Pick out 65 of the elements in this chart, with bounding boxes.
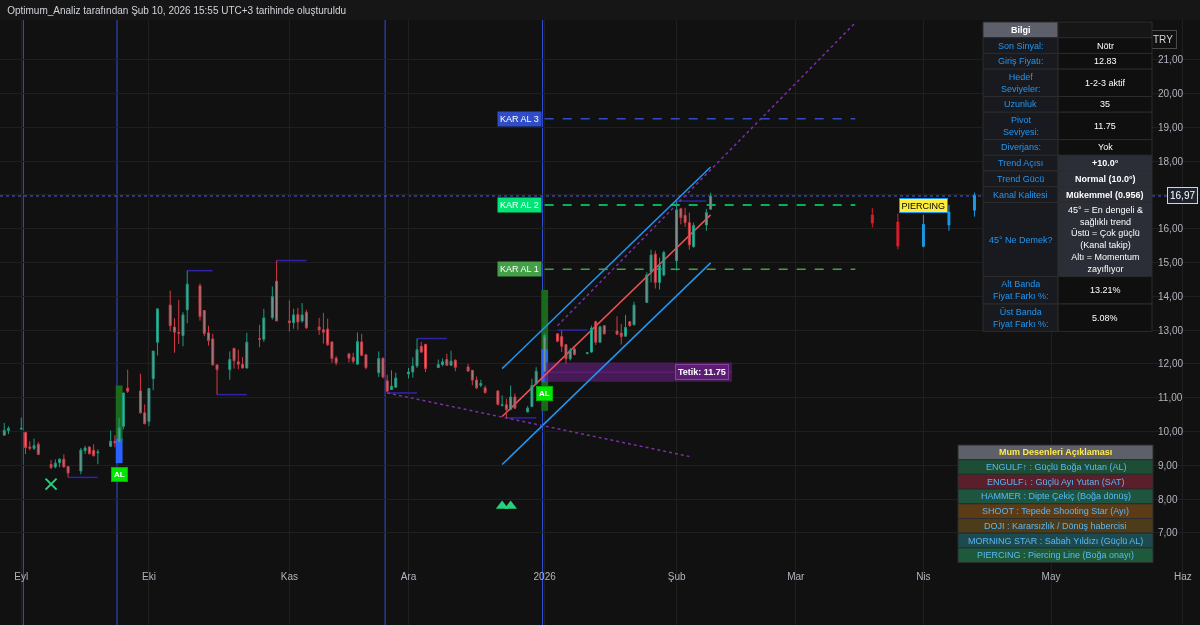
annotation: HAMMER : Dipte Çekiç (Boğa dönüş) (981, 491, 1132, 501)
annotation: ENGULF↑ : Güçlü Boğa Yutan (AL) (986, 462, 1127, 472)
x-tick-label: May (1041, 571, 1061, 582)
y-tick-label: 18,00 (1158, 155, 1184, 167)
y-tick-label: 15,00 (1158, 257, 1184, 269)
x-tick-label: Nis (916, 571, 931, 582)
y-tick-label: 13,00 (1158, 324, 1184, 336)
y-tick-label: 7,00 (1158, 527, 1178, 539)
annotation: Kanal Kalitesi (993, 190, 1048, 200)
annotation: Pivot Seviyesi: (1003, 115, 1040, 137)
x-tick-label: Haz (1174, 571, 1192, 582)
annotation: 11.75 (1094, 121, 1116, 131)
annotation: Giriş Fiyatı: (998, 56, 1044, 66)
annotation: MORNING STAR : Sabah Yıldızı (Güçlü AL) (968, 536, 1144, 546)
annotation: Normal (10.0°) (1075, 174, 1136, 184)
ref-line-label: 16,97 (1170, 190, 1196, 201)
annotation: 5.08% (1092, 313, 1118, 323)
y-tick-label: 12,00 (1158, 358, 1184, 370)
annotation: Trend Açısı (998, 158, 1044, 168)
x-tick-label: Ara (400, 571, 417, 582)
annotation: Diverjans: (1001, 142, 1042, 152)
annotation: Uzunluk (1004, 99, 1038, 109)
y-tick-label: 16,00 (1158, 223, 1184, 235)
annotation: Alt Banda Fiyat Farkı %: (993, 279, 1049, 301)
x-tick-label: Eki (141, 571, 156, 582)
annotation: ENGULF↓ : Güçlü Ayı Yutan (SAT) (987, 477, 1125, 487)
annotation: Mükemmel (0.956) (1066, 190, 1144, 200)
annotation: 35 (1100, 99, 1111, 109)
series-label: Tetik: 11.75 (678, 367, 726, 377)
annotation: 12.83 (1094, 56, 1117, 66)
annotation: DOJI : Kararsızlık / Dönüş habercisi (984, 521, 1127, 531)
x-tick-label: Şub (667, 571, 686, 582)
annotation: SHOOT : Tepede Shooting Star (Ayı) (982, 506, 1130, 516)
annotation: AL (539, 389, 550, 398)
annotation: +10.0° (1092, 158, 1119, 168)
annotation: Üst Banda Fiyat Farkı %: (993, 307, 1049, 329)
x-tick-label: Kas (280, 571, 298, 582)
series-label: KAR AL 3 (500, 114, 539, 124)
annotation: Son Sinyal: (998, 41, 1044, 51)
x-tick-label: Mar (787, 571, 806, 582)
annotation: 13.21% (1090, 285, 1121, 295)
annotation: 1-2-3 aktif (1085, 78, 1126, 88)
annotation: Nötr (1097, 41, 1115, 51)
annotation: AL (114, 470, 125, 479)
y-tick-label: 9,00 (1158, 459, 1178, 471)
annotation: PIERCING : Piercing Line (Boğa onayı) (977, 550, 1135, 560)
y-tick-label: 11,00 (1158, 392, 1183, 404)
annotation: 45° = En dengeli & sağlıklı trend Üstü = Çok güçlü (Kanal takip) Altı = Momentum zayıflıyor (1068, 205, 1143, 274)
annotation: TRY (1153, 34, 1174, 45)
y-tick-label: 19,00 (1158, 121, 1184, 133)
chart-title: Optimum_Analiz tarafından Şub 10, 2026 15:55 UTC+3 tarihinde oluşturuldu (7, 4, 347, 16)
annotation: 45° Ne Demek? (989, 235, 1053, 245)
annotation: Hedef Seviyeler: (1001, 72, 1041, 94)
y-tick-label: 14,00 (1158, 290, 1184, 302)
text: Bilgi (1011, 25, 1031, 35)
y-tick-label: 21,00 (1158, 54, 1184, 66)
text: Mum Desenleri Açıklaması (999, 447, 1113, 457)
annotation: Trend Gücü (997, 174, 1045, 184)
y-tick-label: 20,00 (1158, 88, 1184, 100)
series-label: KAR AL 1 (500, 264, 539, 274)
series-label: KAR AL 2 (500, 200, 539, 210)
y-tick-label: 8,00 (1158, 493, 1178, 505)
y-tick-label: 10,00 (1158, 425, 1184, 437)
annotation: Yok (1098, 142, 1114, 152)
series-label: PIERCING (901, 200, 946, 211)
